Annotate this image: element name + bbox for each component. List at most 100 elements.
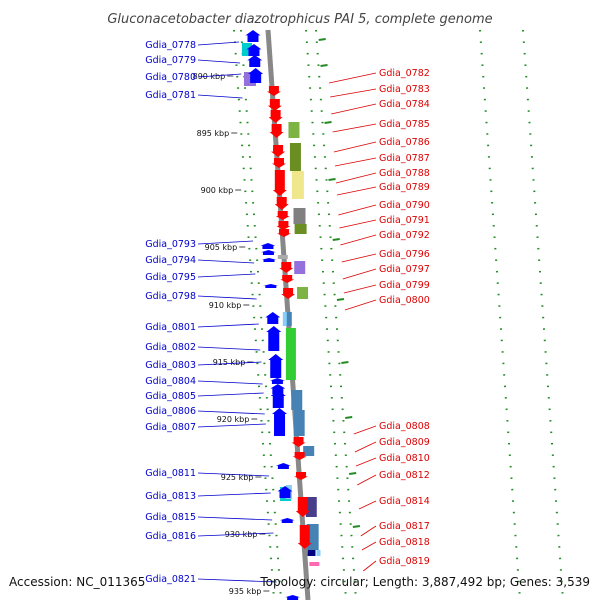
right-gene-labels: Gdia_0782 Gdia_0783 Gdia_0784 Gdia_0785 Gdia…	[328, 68, 430, 572]
kbp-tick-label: 915 kbp	[213, 358, 246, 367]
right-gene-label[interactable]: Gdia_0788	[379, 168, 430, 179]
right-gene-label[interactable]: Gdia_0797	[379, 264, 430, 275]
left-gene-leader	[197, 516, 273, 521]
left-gene-label[interactable]: Gdia_0806	[145, 406, 196, 417]
right-gene-leader	[353, 425, 377, 435]
right-gene-label[interactable]: Gdia_0785	[379, 119, 430, 130]
left-gene-label[interactable]: Gdia_0811	[145, 468, 196, 479]
accession-text: Accession: NC_011365	[9, 575, 145, 589]
left-gene-leader	[197, 361, 262, 366]
cog-blocks	[241, 43, 321, 566]
cog-block	[293, 208, 306, 224]
forward-gene-arrow	[285, 595, 301, 600]
left-gene-label[interactable]: Gdia_0813	[145, 491, 196, 502]
right-gene-leader	[360, 525, 377, 537]
gene-arrows	[245, 30, 312, 600]
dotted-guides	[233, 29, 564, 600]
reverse-gene-arrow	[271, 145, 286, 157]
left-gene-leader	[197, 295, 257, 300]
right-gene-label[interactable]: Gdia_0789	[379, 182, 430, 193]
left-gene-label[interactable]: Gdia_0804	[145, 376, 196, 387]
track-marker	[332, 238, 340, 241]
cog-block	[282, 312, 288, 326]
cog-block	[289, 143, 301, 171]
right-gene-leader	[336, 186, 377, 196]
right-gene-leader	[339, 219, 377, 229]
right-gene-label[interactable]: Gdia_0814	[379, 496, 430, 507]
cog-block	[288, 122, 300, 138]
forward-gene-arrow	[279, 518, 295, 523]
forward-gene-arrow	[263, 284, 279, 288]
left-gene-leader	[197, 532, 274, 537]
right-gene-label[interactable]: Gdia_0792	[379, 230, 430, 241]
left-gene-label[interactable]: Gdia_0801	[145, 322, 196, 333]
left-gene-label[interactable]: Gdia_0815	[145, 512, 196, 523]
left-gene-leader	[197, 492, 271, 497]
right-gene-label[interactable]: Gdia_0808	[379, 421, 430, 432]
reverse-gene-arrow	[297, 525, 312, 549]
left-gene-label[interactable]: Gdia_0807	[145, 422, 196, 433]
right-gene-label[interactable]: Gdia_0787	[379, 153, 430, 164]
right-gene-label[interactable]: Gdia_0810	[379, 453, 430, 464]
right-gene-leader	[338, 204, 377, 216]
right-gene-label[interactable]: Gdia_0784	[379, 99, 430, 110]
right-gene-label[interactable]: Gdia_0799	[379, 280, 430, 291]
right-gene-label[interactable]: Gdia_0786	[379, 137, 430, 148]
kbp-tick-label: 935 kbp	[229, 587, 262, 596]
kbp-tick-label: 925 kbp	[221, 473, 254, 482]
kbp-tick-label: 905 kbp	[205, 243, 238, 252]
left-gene-leader	[197, 94, 243, 99]
dotted-guide	[522, 29, 564, 600]
left-gene-label[interactable]: Gdia_0781	[145, 90, 196, 101]
left-gene-leader	[197, 41, 240, 46]
right-gene-label[interactable]: Gdia_0819	[379, 556, 430, 567]
left-gene-label[interactable]: Gdia_0795	[145, 272, 196, 283]
forward-gene-arrow	[247, 55, 263, 67]
forward-gene-arrow	[270, 384, 286, 394]
left-gene-label[interactable]: Gdia_0816	[145, 531, 196, 542]
dotted-guide	[233, 29, 275, 600]
right-gene-label[interactable]: Gdia_0809	[379, 437, 430, 448]
left-gene-leader	[197, 240, 254, 245]
right-gene-leader	[330, 88, 377, 98]
right-gene-label[interactable]: Gdia_0817	[379, 521, 430, 532]
right-gene-leader	[340, 234, 377, 246]
cog-block	[291, 390, 303, 410]
right-gene-label[interactable]: Gdia_0812	[379, 470, 430, 481]
track-marker	[349, 472, 357, 475]
left-gene-label[interactable]: Gdia_0803	[145, 360, 196, 371]
reverse-gene-arrow	[272, 170, 287, 196]
right-gene-label[interactable]: Gdia_0796	[379, 249, 430, 260]
cog-block	[294, 261, 306, 274]
left-gene-label[interactable]: Gdia_0778	[145, 40, 196, 51]
right-gene-leader	[354, 441, 377, 453]
left-gene-label[interactable]: Gdia_0821	[145, 574, 196, 585]
left-gene-label[interactable]: Gdia_0780	[145, 72, 196, 83]
cog-block	[291, 171, 304, 199]
track-marker	[336, 298, 345, 301]
right-gene-label[interactable]: Gdia_0783	[379, 84, 430, 95]
right-gene-label[interactable]: Gdia_0782	[379, 68, 430, 79]
right-gene-label[interactable]: Gdia_0790	[379, 200, 430, 211]
track-marker	[341, 361, 349, 364]
cog-block	[307, 550, 316, 556]
left-gene-label[interactable]: Gdia_0779	[145, 55, 196, 66]
right-gene-leader	[358, 500, 377, 510]
left-gene-label[interactable]: Gdia_0793	[145, 239, 196, 250]
cog-block	[286, 312, 292, 326]
left-gene-label[interactable]: Gdia_0802	[145, 342, 196, 353]
left-gene-label[interactable]: Gdia_0805	[145, 391, 196, 402]
left-gene-label[interactable]: Gdia_0794	[145, 255, 196, 266]
right-gene-label[interactable]: Gdia_0791	[379, 215, 430, 226]
left-gene-leader	[197, 273, 256, 278]
cog-block	[309, 562, 320, 566]
right-gene-label[interactable]: Gdia_0818	[379, 537, 430, 548]
left-gene-label[interactable]: Gdia_0798	[145, 291, 196, 302]
cog-block	[305, 497, 317, 517]
forward-gene-arrow	[270, 390, 286, 408]
right-gene-label[interactable]: Gdia_0800	[379, 295, 430, 306]
reverse-gene-arrow	[275, 211, 290, 220]
reverse-gene-arrow	[268, 110, 283, 123]
reverse-gene-arrow	[266, 86, 281, 96]
left-gene-leader	[197, 410, 265, 415]
